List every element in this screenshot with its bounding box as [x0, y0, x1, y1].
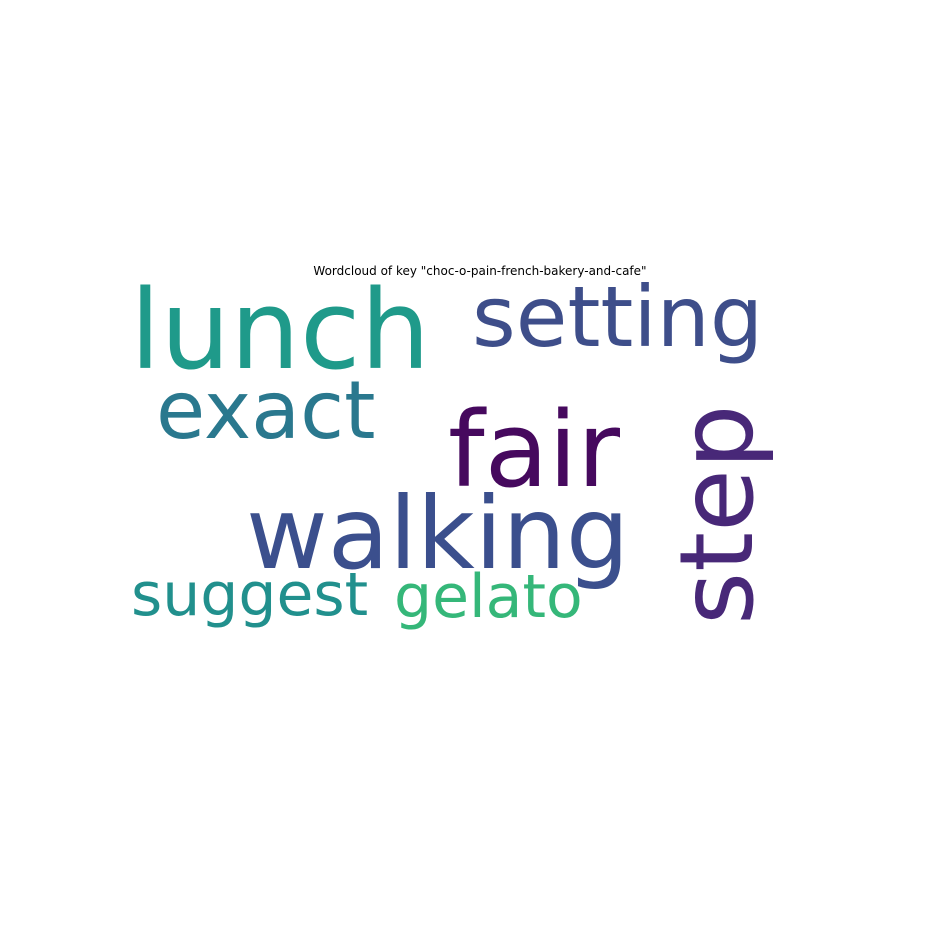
word-step: step	[658, 404, 777, 625]
word-walking: walking	[246, 475, 629, 592]
word-exact: exact	[156, 364, 376, 457]
word-setting: setting	[472, 268, 763, 366]
chart-title: Wordcloud of key "choc-o-pain-french-bak…	[313, 264, 647, 278]
word-fair: fair	[448, 389, 620, 511]
word-gelato: gelato	[394, 562, 583, 632]
word-lunch: lunch	[130, 266, 430, 394]
word-suggest: suggest	[131, 560, 368, 630]
